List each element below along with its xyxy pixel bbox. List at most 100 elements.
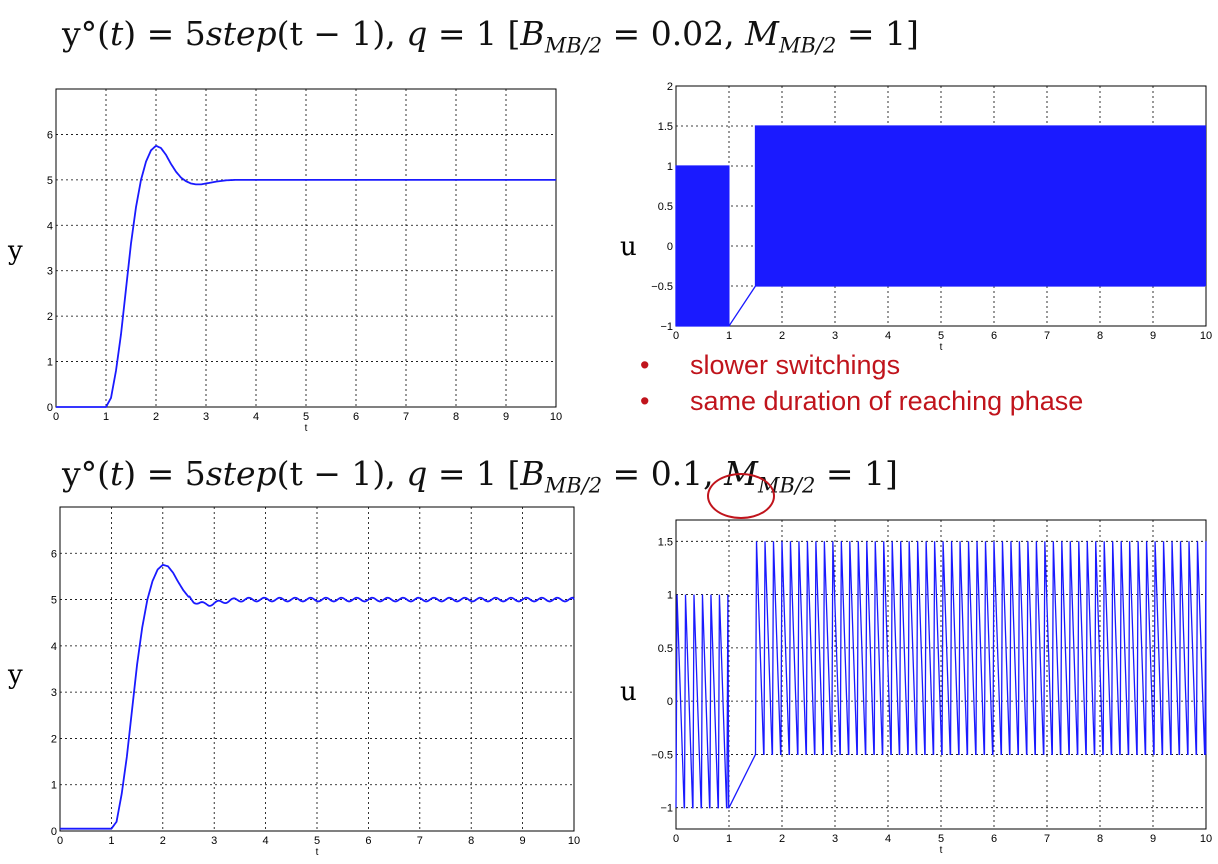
bullet-dot: •	[640, 386, 650, 416]
bullet-list: • slower switchings • same duration of rea…	[640, 347, 1083, 419]
y-top-y-tick-label: 4	[47, 220, 53, 232]
formula-part: = 1]	[815, 454, 898, 493]
y-top-y-tick-label: 1	[47, 357, 53, 369]
formula-part: q	[406, 454, 428, 493]
u-bottom-x-tick-label: 1	[726, 833, 732, 845]
y-top-y-tick-label: 6	[47, 129, 53, 141]
y-top-x-tick-label: 6	[353, 411, 359, 423]
y-top-x-tick-label: 4	[253, 411, 259, 423]
u-bottom-y-tick-label: −1	[660, 803, 673, 815]
u-top-y-tick-label: 0.5	[658, 201, 673, 213]
formula-part: M	[745, 14, 779, 53]
bullet-item: • slower switchings	[640, 347, 1083, 383]
u-top-x-tick-label: 1	[726, 330, 732, 342]
u-top-x-tick-label: 4	[885, 330, 891, 342]
y-bottom-x-axis-label: t	[316, 847, 319, 858]
formula-part: ) = 5	[123, 454, 206, 493]
y-top-series-line	[56, 144, 556, 408]
u-bottom-x-tick-label: 4	[885, 833, 891, 845]
u-top-y-tick-label: −0.5	[651, 281, 673, 293]
y-bottom-y-tick-label: 5	[51, 595, 57, 607]
y-bottom-y-tick-label: 0	[51, 826, 57, 838]
formula-part: = 1]	[836, 14, 919, 53]
top-formula-heading: y°(t) = 5step(t − 1), q = 1 [BMB/2 = 0.0…	[62, 14, 919, 58]
y-bottom-x-tick-label: 1	[108, 835, 114, 847]
u-bottom-y-tick-label: 0.5	[658, 643, 673, 655]
u-label-top: u	[620, 232, 637, 262]
y-top-x-tick-label: 3	[203, 411, 209, 423]
formula-part: = 1 [	[427, 454, 521, 493]
highlight-circle	[707, 473, 775, 519]
y-top-x-axis-label: t	[305, 423, 308, 434]
formula-part: t	[110, 454, 124, 493]
y-bottom-x-tick-label: 6	[365, 835, 371, 847]
y-top-x-tick-label: 9	[503, 411, 509, 423]
u-top-x-tick-label: 3	[832, 330, 838, 342]
y-top-x-tick-label: 5	[303, 411, 309, 423]
u-bottom-x-tick-label: 6	[991, 833, 997, 845]
y-top-y-tick-label: 2	[47, 311, 53, 323]
bullet-dot: •	[640, 350, 650, 380]
y-bottom-x-tick-label: 8	[468, 835, 474, 847]
y-bottom-y-tick-label: 3	[51, 687, 57, 699]
y-bottom-y-tick-label: 6	[51, 548, 57, 560]
u-top-x-tick-label: 10	[1200, 330, 1212, 342]
u-top-x-tick-label: 5	[938, 330, 944, 342]
y-bottom-y-tick-label: 1	[51, 780, 57, 792]
formula-part: ) = 5	[123, 14, 206, 53]
formula-part: (t − 1),	[276, 14, 396, 53]
y-top-y-tick-label: 5	[47, 175, 53, 187]
y-bottom-series-line	[60, 563, 575, 830]
u-top-series-line	[675, 125, 1206, 327]
y-label-bottom: y	[8, 660, 23, 690]
u-label-bottom: u	[620, 677, 637, 707]
bullet-text: slower switchings	[690, 350, 901, 380]
formula-part: y°(	[62, 454, 111, 493]
y-top-y-tick-label: 3	[47, 266, 53, 278]
y-top-x-tick-label: 2	[153, 411, 159, 423]
y-bottom-x-tick-label: 10	[568, 835, 580, 847]
formula-part: MB/2	[544, 33, 603, 58]
u-bottom-y-tick-label: 1	[667, 590, 673, 602]
u-top-y-tick-label: 0	[667, 241, 673, 253]
formula-part: B	[520, 14, 545, 53]
u-top-x-tick-label: 8	[1097, 330, 1103, 342]
formula-part: q	[406, 14, 428, 53]
y-top-x-tick-label: 0	[53, 411, 59, 423]
formula-part: MB/2	[778, 33, 837, 58]
bullet-item: • same duration of reaching phase	[640, 383, 1083, 419]
u-bottom-x-tick-label: 3	[832, 833, 838, 845]
y-top-x-tick-label: 1	[103, 411, 109, 423]
u-bottom-x-tick-label: 8	[1097, 833, 1103, 845]
u-bottom-x-tick-label: 9	[1150, 833, 1156, 845]
y-top-x-tick-label: 10	[550, 411, 562, 423]
u-top-y-tick-label: 1	[667, 161, 673, 173]
y-bottom-y-tick-label: 4	[51, 641, 57, 653]
formula-part: MB/2	[544, 473, 603, 498]
y-bottom-x-tick-label: 9	[520, 835, 526, 847]
formula-part: (t − 1),	[276, 454, 396, 493]
u-top-x-tick-label: 9	[1150, 330, 1156, 342]
u-top-x-tick-label: 2	[779, 330, 785, 342]
u-bottom-x-tick-label: 0	[673, 833, 679, 845]
y-bottom-x-tick-label: 3	[211, 835, 217, 847]
formula-part: t	[110, 14, 124, 53]
formula-part: = 1 [	[427, 14, 521, 53]
u-bottom-y-tick-label: 0	[667, 696, 673, 708]
y-top-y-tick-label: 0	[47, 402, 53, 414]
bullet-text: same duration of reaching phase	[690, 386, 1084, 416]
u-bottom-x-axis-label: t	[940, 845, 943, 856]
u-top-x-tick-label: 7	[1044, 330, 1050, 342]
formula-part: = 0.1,	[602, 454, 725, 493]
u-bottom-y-tick-label: 1.5	[658, 536, 673, 548]
y-bottom-x-tick-label: 7	[417, 835, 423, 847]
formula-part: = 0.02,	[602, 14, 746, 53]
formula-part: B	[520, 454, 545, 493]
y-top-x-tick-label: 7	[403, 411, 409, 423]
u-bottom-y-tick-label: −0.5	[651, 749, 673, 761]
y-bottom-x-tick-label: 4	[263, 835, 269, 847]
u-top-y-tick-label: 2	[667, 81, 673, 93]
formula-part: step	[205, 14, 277, 53]
u-top-y-tick-label: −1	[660, 321, 673, 333]
y-bottom-x-tick-label: 2	[160, 835, 166, 847]
